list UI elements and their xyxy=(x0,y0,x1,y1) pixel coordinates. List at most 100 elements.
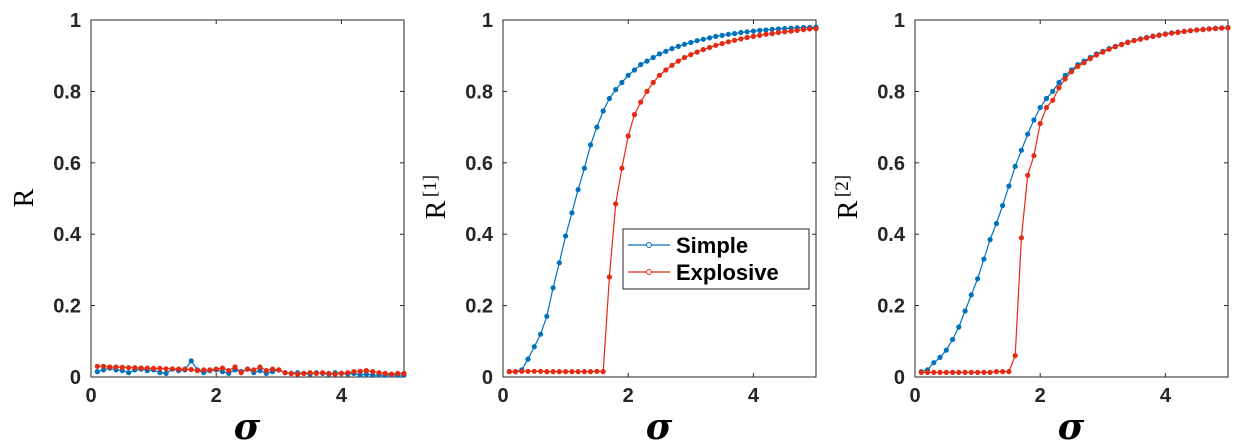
data-point-simple xyxy=(619,79,625,86)
data-point-explosive xyxy=(550,369,556,375)
y-tick-labels: 0 0.2 0.4 0.6 0.8 1 xyxy=(465,10,494,389)
data-point-explosive xyxy=(1050,97,1056,103)
data-point-explosive xyxy=(594,368,600,374)
data-point-simple xyxy=(757,27,763,34)
data-point-explosive xyxy=(1118,41,1125,48)
data-point-simple xyxy=(638,61,644,68)
data-point-simple xyxy=(999,203,1006,209)
data-point-simple xyxy=(1018,147,1025,153)
data-point-explosive xyxy=(731,37,738,43)
data-point-explosive xyxy=(631,111,638,118)
data-point-simple xyxy=(594,124,600,130)
data-point-simple xyxy=(738,29,744,36)
data-point-explosive xyxy=(100,363,107,369)
data-point-explosive xyxy=(663,67,669,73)
data-point-explosive xyxy=(107,364,113,370)
data-point-simple xyxy=(744,29,750,35)
y-tick-labels: 0 0.2 0.4 0.6 0.8 1 xyxy=(53,10,82,389)
data-point-explosive xyxy=(613,201,619,207)
y-tick-label: 1 xyxy=(482,10,493,32)
data-point-explosive xyxy=(119,364,125,371)
data-point-explosive xyxy=(681,54,688,61)
data-point-explosive xyxy=(949,369,956,376)
data-point-simple xyxy=(694,38,700,44)
data-point-explosive xyxy=(163,366,169,372)
data-point-simple xyxy=(769,26,775,32)
data-point-explosive xyxy=(1212,26,1219,32)
data-point-explosive xyxy=(1062,76,1068,82)
data-point-explosive xyxy=(669,62,675,68)
legend-box xyxy=(622,228,810,290)
legend: Simple Explosive xyxy=(622,228,810,290)
y-tick-label: 0.6 xyxy=(53,153,81,175)
x-tick-label: 0 xyxy=(909,385,920,407)
y-tick-label: 0 xyxy=(894,367,905,389)
data-point-simple xyxy=(163,370,169,377)
data-point-explosive xyxy=(962,369,968,376)
x-tick-label: 2 xyxy=(623,385,634,407)
data-point-simple xyxy=(625,72,631,78)
data-point-explosive xyxy=(1225,25,1231,31)
data-point-explosive xyxy=(370,369,376,375)
y-tick-label: 1 xyxy=(894,10,905,32)
data-point-explosive xyxy=(757,32,763,39)
y-tick-label: 0.6 xyxy=(877,153,905,175)
data-point-simple xyxy=(587,142,594,148)
data-point-explosive xyxy=(1093,52,1100,58)
data-point-explosive xyxy=(531,368,537,374)
data-point-explosive xyxy=(176,366,182,372)
data-point-explosive xyxy=(113,364,119,370)
legend-marker-simple xyxy=(646,242,652,248)
data-point-explosive xyxy=(188,366,194,373)
data-point-explosive xyxy=(675,58,681,64)
data-point-explosive xyxy=(257,364,263,370)
data-point-simple xyxy=(1012,163,1018,169)
data-point-simple xyxy=(94,369,100,375)
data-point-explosive xyxy=(1087,55,1093,62)
data-point-explosive xyxy=(1006,369,1012,375)
data-point-simple xyxy=(188,358,194,364)
data-point-explosive xyxy=(1112,44,1118,50)
data-point-simple xyxy=(700,36,706,42)
series-layer xyxy=(94,358,407,378)
data-point-explosive xyxy=(232,364,238,370)
x-tick-labels: 0 2 4 xyxy=(909,385,1171,407)
data-point-simple xyxy=(681,41,688,47)
data-point-explosive xyxy=(338,370,345,377)
data-point-simple xyxy=(575,187,581,193)
y-tick-label: 0.8 xyxy=(465,81,493,103)
data-point-simple xyxy=(962,308,968,314)
legend-marker-explosive xyxy=(646,269,652,275)
data-point-explosive xyxy=(788,28,794,34)
data-point-explosive xyxy=(800,27,807,33)
data-point-explosive xyxy=(763,31,769,37)
data-point-explosive xyxy=(750,33,757,40)
data-point-simple xyxy=(606,95,613,102)
x-tick-label: 0 xyxy=(497,385,508,407)
data-point-simple xyxy=(1006,183,1012,189)
data-point-simple xyxy=(550,285,556,291)
data-point-simple xyxy=(562,233,569,239)
data-point-explosive xyxy=(943,369,949,376)
data-point-explosive xyxy=(301,370,307,377)
data-point-explosive xyxy=(974,369,981,376)
data-point-explosive xyxy=(1081,60,1087,66)
x-tick-labels: 0 2 4 xyxy=(497,385,759,407)
data-point-explosive xyxy=(525,368,531,374)
data-point-explosive xyxy=(244,366,251,372)
y-axis-label-superscript: [2] xyxy=(832,175,853,197)
data-point-explosive xyxy=(587,369,594,375)
data-point-explosive xyxy=(388,371,395,377)
data-point-explosive xyxy=(713,42,719,48)
data-point-simple xyxy=(1050,88,1056,94)
y-tick-label: 0.2 xyxy=(465,296,493,318)
y-axis-label-superscript: [1] xyxy=(420,175,441,197)
data-point-simple xyxy=(956,324,962,330)
data-point-explosive xyxy=(956,369,962,376)
data-point-simple xyxy=(675,43,681,50)
data-point-explosive xyxy=(201,367,207,373)
data-point-explosive xyxy=(794,27,800,34)
x-tick-label: 4 xyxy=(748,385,760,407)
x-axis-label: σ xyxy=(1058,406,1085,442)
